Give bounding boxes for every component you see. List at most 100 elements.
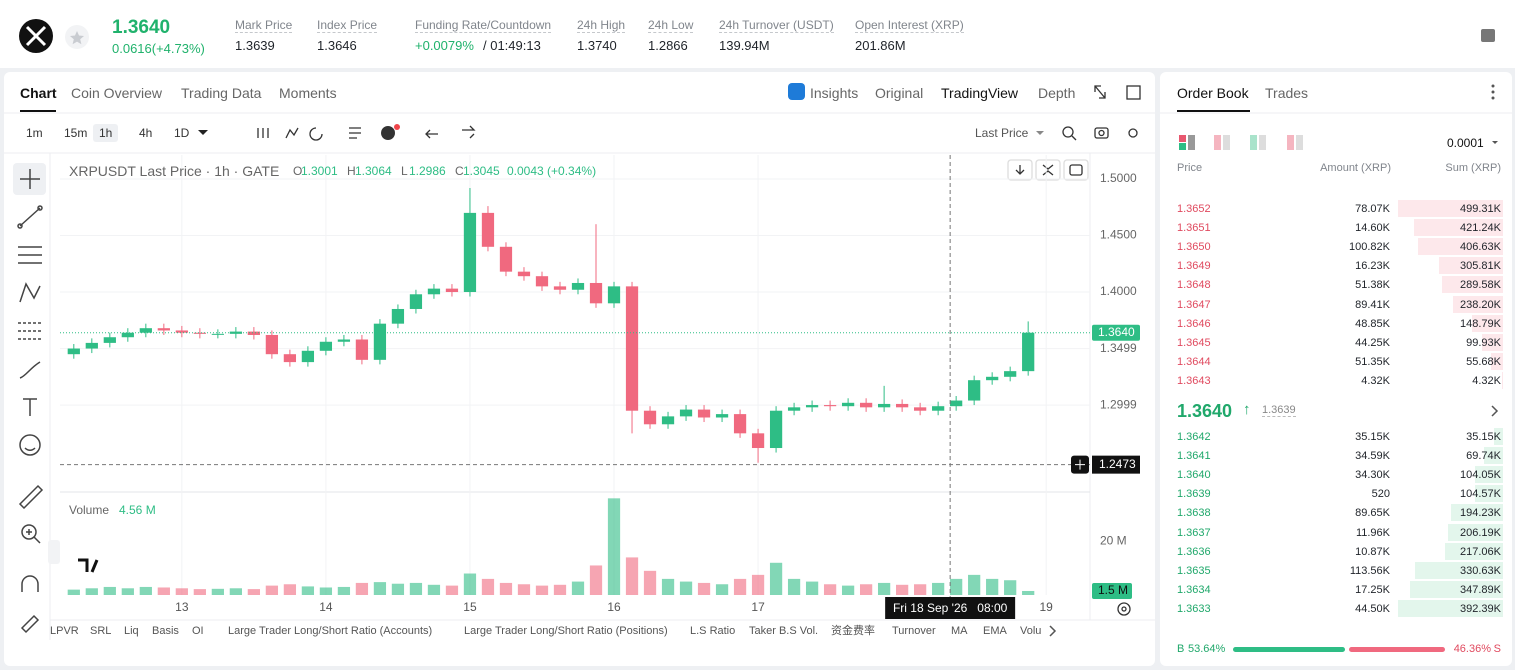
tv-logo [72,552,106,580]
ob-price[interactable]: 1.3641 [1177,450,1211,463]
ob-price[interactable]: 1.3635 [1177,564,1211,577]
price-type[interactable]: Last Price [975,126,1029,140]
indicator-tab[interactable]: Turnover [892,625,936,637]
ob-price[interactable]: 1.3636 [1177,545,1211,558]
view-tab[interactable]: Depth [1038,85,1076,101]
indicator-tab[interactable]: OI [192,625,204,637]
volume-bar [625,557,639,595]
ohlc-value: 1.3001 [301,164,338,178]
legend-symbol: XRPUSDT Last Price · 1h · GATE [69,163,280,179]
volume-bar [571,581,585,595]
interval[interactable]: 1h [93,124,119,142]
ob-more[interactable] [1491,84,1495,100]
depth-bar [1475,466,1503,484]
precision-dropdown[interactable] [1492,141,1498,144]
chart-tab[interactable]: Moments [279,85,337,101]
volume-bar [1022,590,1035,595]
indicator-tab[interactable]: SRL [90,625,112,637]
indicator-tab[interactable]: MA [951,625,968,637]
interval[interactable]: 1m [26,126,43,140]
last-price-label: 1.3640 [1098,325,1135,339]
ohlc-value: 1.2986 [409,164,446,178]
candle-body [157,328,170,331]
candle-body [499,246,513,272]
indicator-scroll[interactable] [1049,625,1057,637]
volume-bar [463,573,477,595]
view-tab[interactable]: Insights [810,85,859,101]
ob-price[interactable]: 1.3649 [1177,260,1211,273]
volume-bar [643,570,657,595]
interval[interactable]: 15m [64,126,88,140]
volume-bar [607,498,621,595]
ob-price[interactable]: 1.3633 [1177,602,1211,615]
indicator-add[interactable] [381,126,395,140]
depth-bar [1491,352,1503,370]
candle-body [950,400,963,407]
price-type-dropdown[interactable] [1036,131,1044,135]
indicator-tab[interactable]: Basis [152,625,179,637]
ob-price[interactable]: 1.3639 [1177,488,1211,501]
collapse-tools[interactable] [48,540,60,564]
depth-bar [1475,485,1503,503]
candle-body [481,212,495,247]
indicator-tab[interactable]: Liq [124,625,139,637]
y-tick-label: 1.5000 [1100,171,1137,185]
ob-price[interactable]: 1.3652 [1177,203,1211,215]
ob-price[interactable]: 1.3648 [1177,279,1211,292]
chart-tab[interactable]: Chart [20,85,57,101]
indicator-tab[interactable]: Volu [1020,625,1042,637]
ob-price[interactable]: 1.3651 [1177,222,1211,235]
ob-price[interactable]: 1.3642 [1177,431,1211,443]
ob-precision[interactable]: 0.0001 [1447,136,1484,150]
volume-bar [950,578,963,595]
ob-price[interactable]: 1.3640 [1177,469,1211,482]
mid-arrow[interactable] [1491,405,1499,417]
stat-label: Funding Rate/Countdown [415,18,552,33]
indicator-tab[interactable]: 资金费率 [831,625,875,637]
ob-price[interactable]: 1.3634 [1177,583,1211,596]
stat-label: 24h Turnover (USDT) [719,18,834,33]
chart-tab[interactable]: Coin Overview [71,85,163,101]
crosshair-x-tag [885,597,1016,619]
indicator-tab[interactable]: Taker B.S Vol. [749,625,819,637]
ob-layout-buttons[interactable] [1179,135,1303,150]
candle-body [301,350,315,363]
ob-price[interactable]: 1.3637 [1177,526,1211,539]
chart-tab[interactable]: Trading Data [181,85,262,101]
indicator-tab[interactable]: LPVR [50,625,79,637]
ob-tab[interactable]: Order Book [1177,85,1249,101]
volume-bar [265,585,279,595]
interval-dropdown[interactable] [198,130,208,135]
ob-price[interactable]: 1.3650 [1177,241,1211,254]
view-tab[interactable]: TradingView [941,85,1019,101]
depth-bar [1451,504,1503,522]
indicator-tab[interactable]: Large Trader Long/Short Ratio (Positions… [464,625,668,637]
depth-bar [1452,295,1503,313]
ob-price[interactable]: 1.3644 [1177,355,1211,368]
volume-last-label: 1.5 M [1098,583,1128,597]
ob-price[interactable]: 1.3643 [1177,374,1211,387]
ob-price[interactable]: 1.3646 [1177,317,1211,330]
crosshair-y-label: 1.2473 [1099,457,1136,471]
depth-bar [1417,238,1503,256]
chart-controls[interactable] [257,85,1141,616]
ohlc-key: L [401,164,408,178]
volume-bar [499,582,513,595]
ob-price[interactable]: 1.3645 [1177,336,1211,349]
candle-body [175,330,188,333]
ob-amount: 78.07K [1355,203,1390,215]
indicator-tab[interactable]: EMA [983,625,1007,637]
ob-tab[interactable]: Trades [1265,85,1309,101]
indicator-tab[interactable]: L.S Ratio [690,625,736,637]
header-icon[interactable] [1481,29,1495,42]
view-tab[interactable]: Original [875,85,924,101]
ob-price[interactable]: 1.3638 [1177,507,1211,520]
indicator-tab[interactable]: Large Trader Long/Short Ratio (Accounts) [228,625,433,637]
y-tick-label: 1.3499 [1100,341,1137,355]
drawing-tools[interactable] [13,163,46,634]
interval[interactable]: 4h [139,126,153,140]
ob-price[interactable]: 1.3647 [1177,298,1211,311]
interval[interactable]: 1D [174,126,190,140]
candle-body [661,416,675,425]
sell-bar [1348,647,1445,652]
